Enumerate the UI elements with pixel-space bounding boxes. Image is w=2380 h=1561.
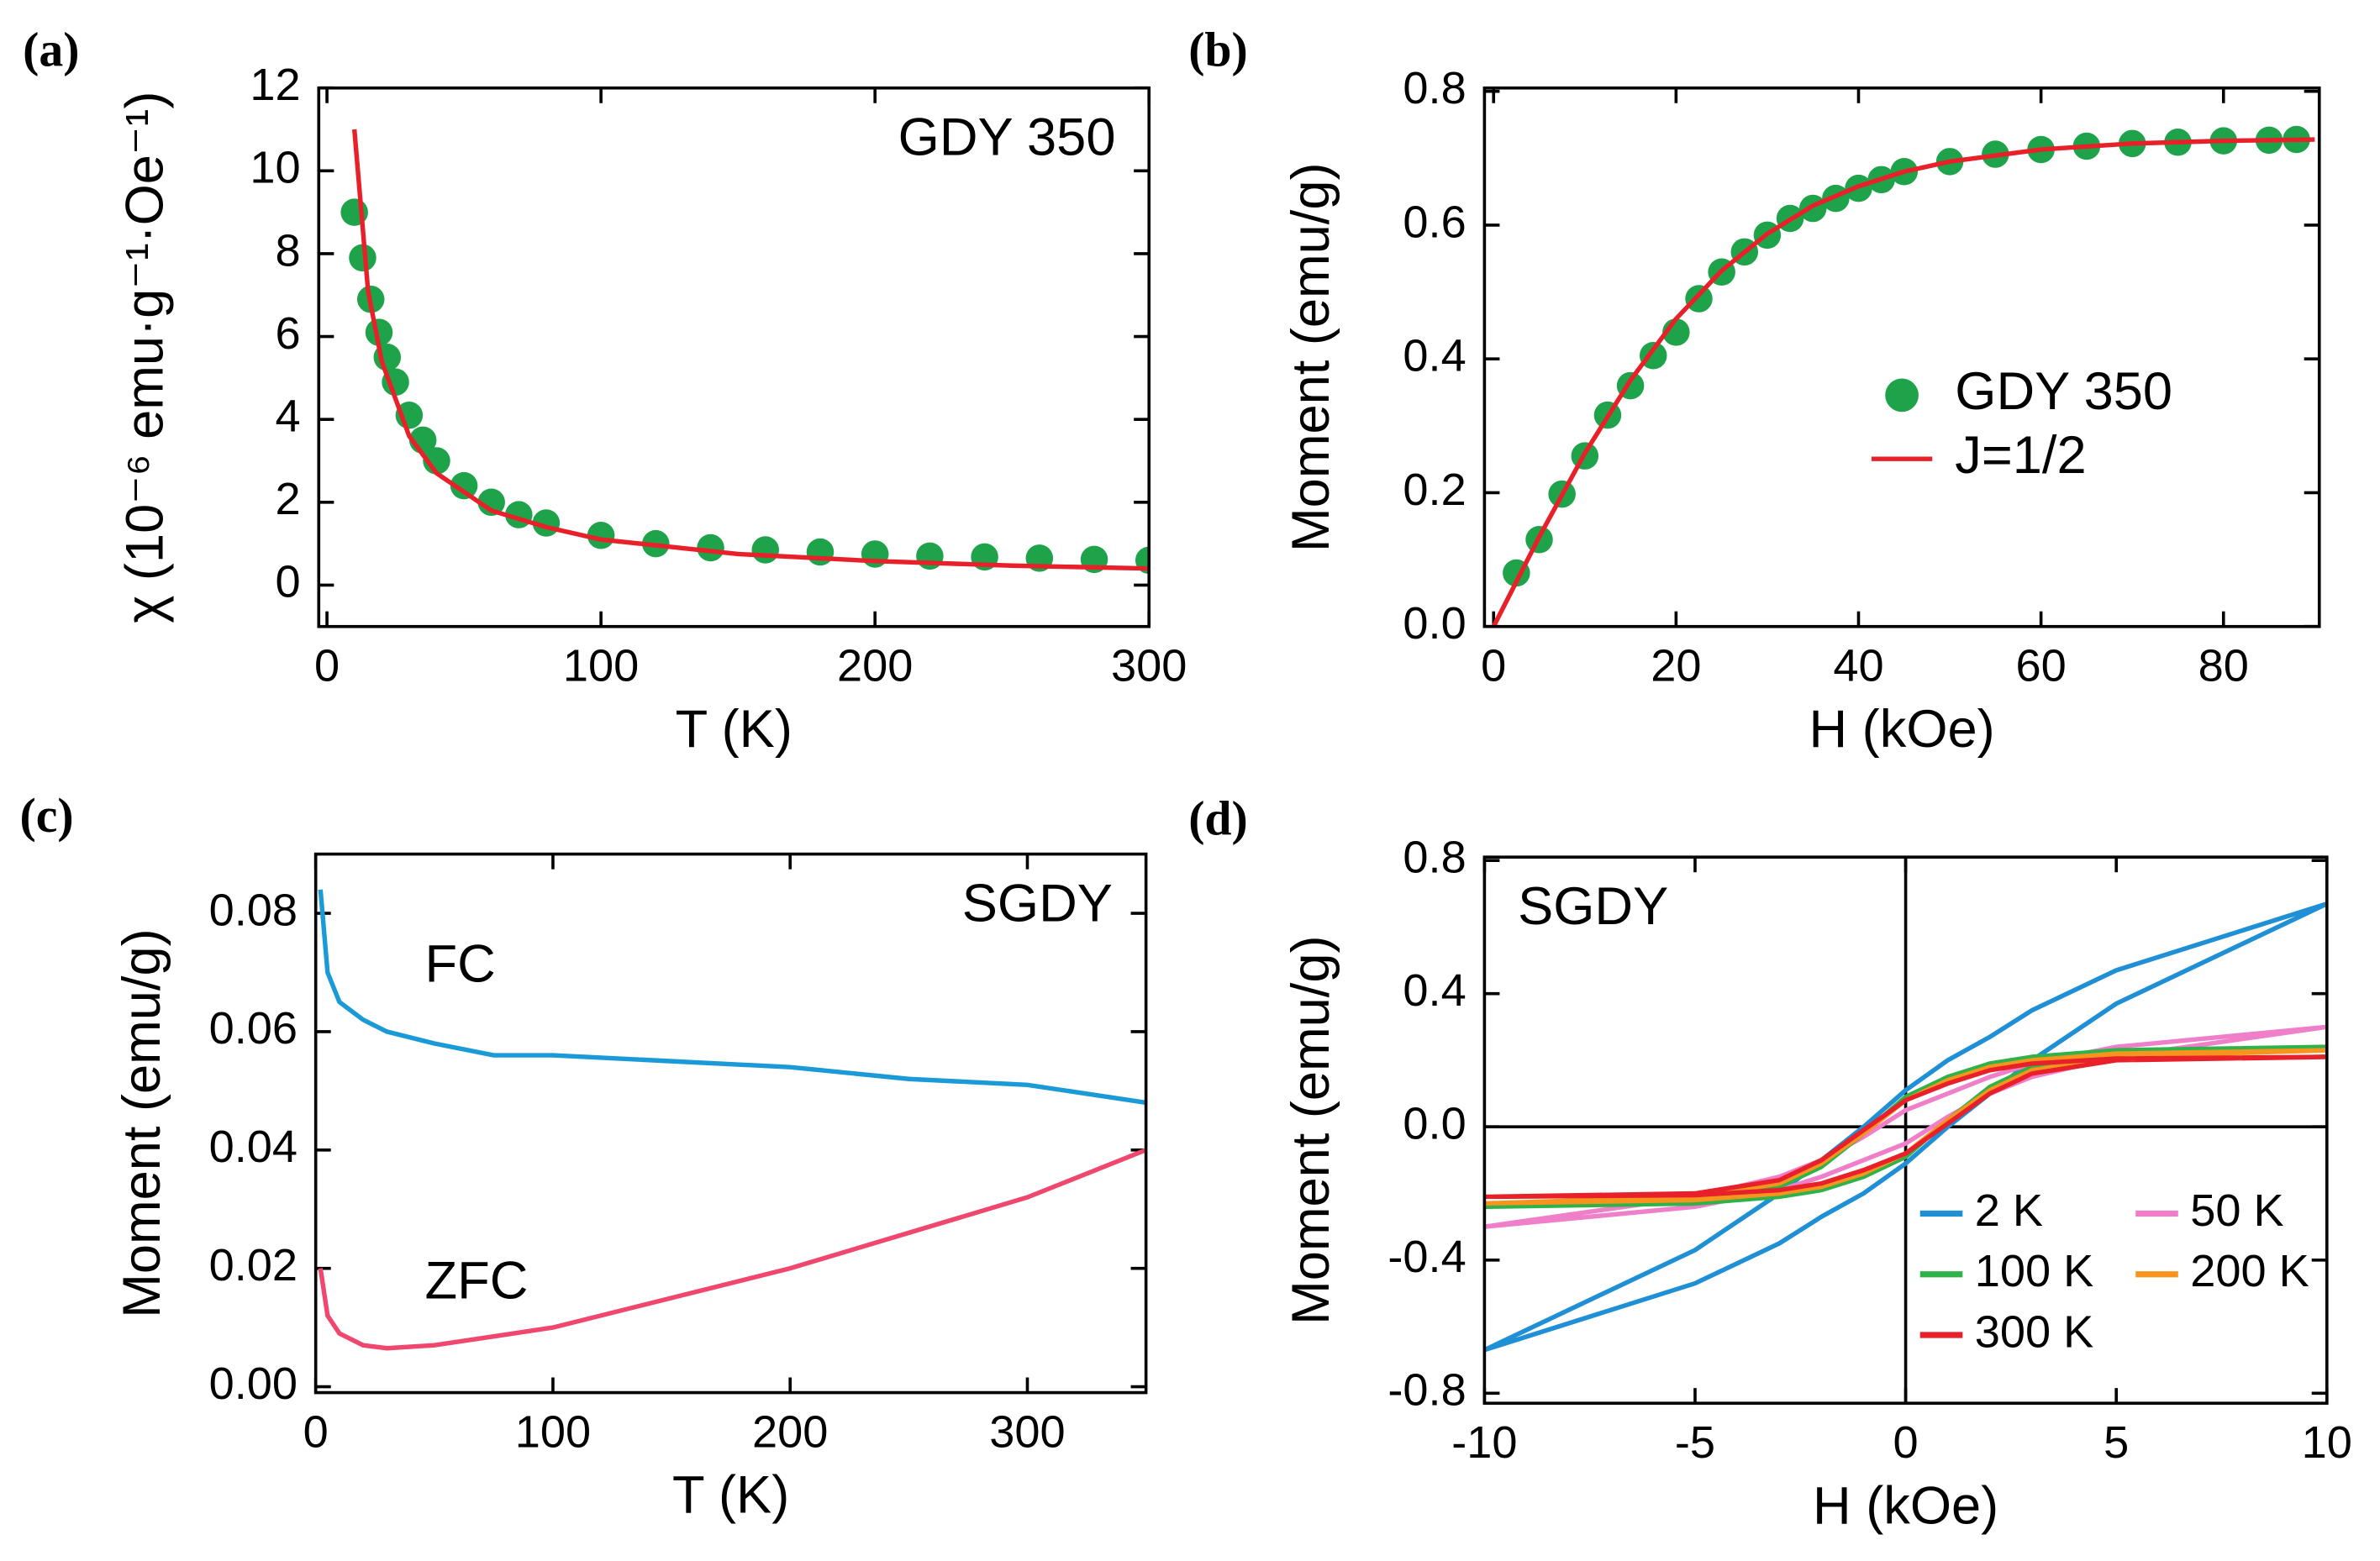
- panel-label: (c): [19, 790, 73, 843]
- plot-area: [340, 129, 1150, 575]
- x-tick-label: 10: [2302, 1417, 2352, 1468]
- data-point: [365, 318, 393, 346]
- legend-label: 200 K: [2190, 1246, 2309, 1296]
- y-tick-label: 12: [250, 60, 300, 110]
- y-tick-label: 0.8: [1403, 832, 1466, 882]
- x-tick-label: 0: [314, 641, 340, 691]
- y-tick-label: 0.6: [1403, 197, 1466, 247]
- legend-label: 2 K: [1975, 1185, 2043, 1236]
- legend-label: 100 K: [1975, 1246, 2094, 1296]
- y-tick-label: 0.0: [1403, 598, 1466, 649]
- y-tick-label: 2: [275, 474, 300, 524]
- data-line: [318, 889, 1146, 1106]
- x-tick-label: -10: [1451, 1417, 1517, 1468]
- plot-area: [1484, 901, 2327, 1353]
- plot-area: [318, 889, 1146, 1351]
- axis-frame: [313, 852, 1148, 1395]
- y-tick-label: 0: [275, 557, 300, 607]
- data-point: [477, 488, 505, 517]
- series-label: ZFC: [425, 1252, 529, 1311]
- y-tick-label: 0.2: [1403, 465, 1466, 515]
- legend-label: 300 K: [1975, 1306, 2094, 1357]
- data-line: [1491, 137, 2315, 627]
- y-tick-label: 0.4: [1403, 331, 1466, 381]
- panel-label: (d): [1188, 793, 1248, 846]
- x-tick-label: 5: [2104, 1417, 2129, 1468]
- y-axis-label: χ (10⁻⁶ emu·g⁻¹·Oe⁻¹): [116, 92, 175, 623]
- plot-area: [1491, 125, 2315, 627]
- y-tick-label: 0.0: [1403, 1099, 1466, 1149]
- y-tick-label: 0.06: [209, 1003, 298, 1054]
- y-axis-label: Moment (emu/g): [113, 928, 171, 1317]
- y-tick-label: -0.8: [1387, 1365, 1466, 1416]
- y-tick-label: 8: [275, 225, 300, 276]
- data-point: [1685, 285, 1713, 313]
- data-point: [697, 533, 724, 562]
- legend-marker: [1885, 378, 1919, 413]
- y-tick-label: 0.8: [1403, 63, 1466, 113]
- data-point: [751, 536, 780, 564]
- x-axis-label: T (K): [672, 1466, 789, 1525]
- x-tick-label: 200: [752, 1406, 828, 1457]
- panel-label: (a): [23, 24, 79, 76]
- legend-label: 50 K: [2190, 1185, 2283, 1236]
- data-point: [916, 542, 944, 570]
- y-tick-label: 0.08: [209, 885, 298, 935]
- x-tick-label: 100: [515, 1406, 591, 1457]
- y-tick-label: 10: [250, 143, 300, 193]
- panel-label: (b): [1188, 24, 1248, 76]
- x-tick-label: 40: [1833, 641, 1883, 691]
- data-line: [318, 1148, 1146, 1351]
- data-point: [349, 244, 376, 272]
- x-tick-label: 0: [303, 1406, 329, 1457]
- data-line: [1484, 1054, 2327, 1200]
- data-point: [806, 538, 835, 566]
- data-line: [351, 129, 1150, 571]
- y-tick-label: 0.4: [1403, 965, 1466, 1016]
- x-tick-label: 0: [1481, 641, 1506, 691]
- series-label: FC: [425, 935, 496, 994]
- x-axis-label: H (kOe): [1809, 700, 1994, 759]
- x-tick-label: -5: [1675, 1417, 1715, 1468]
- x-axis-label: T (K): [676, 700, 792, 759]
- legend-label: J=1/2: [1955, 426, 2086, 485]
- legend-label: GDY 350: [1955, 362, 2172, 421]
- y-tick-label: 0.04: [209, 1122, 298, 1172]
- x-tick-label: 200: [837, 641, 913, 691]
- y-tick-label: 0.00: [209, 1359, 298, 1409]
- annotation: SGDY: [962, 874, 1113, 933]
- annotation: GDY 350: [898, 108, 1116, 167]
- y-tick-label: 0.02: [209, 1240, 298, 1290]
- x-tick-label: 300: [1111, 641, 1187, 691]
- x-tick-label: 60: [2016, 641, 2067, 691]
- y-axis-label: Moment (emu/g): [1282, 163, 1340, 552]
- x-tick-label: 20: [1651, 641, 1701, 691]
- x-axis-label: H (kOe): [1813, 1476, 1998, 1535]
- y-tick-label: 6: [275, 308, 300, 359]
- axis-frame: [1482, 86, 2321, 628]
- annotation: SGDY: [1518, 877, 1668, 936]
- y-tick-label: 4: [275, 392, 300, 442]
- axis-frame: [1482, 855, 2329, 1406]
- data-point: [450, 471, 478, 500]
- data-line: [1484, 1048, 2327, 1206]
- y-axis-label: Moment (emu/g): [1282, 935, 1340, 1324]
- x-tick-label: 0: [1893, 1417, 1919, 1468]
- x-tick-label: 80: [2198, 641, 2249, 691]
- x-tick-label: 300: [989, 1406, 1065, 1457]
- x-tick-label: 100: [563, 641, 639, 691]
- y-tick-label: -0.4: [1387, 1232, 1466, 1282]
- axis-frame: [317, 86, 1151, 628]
